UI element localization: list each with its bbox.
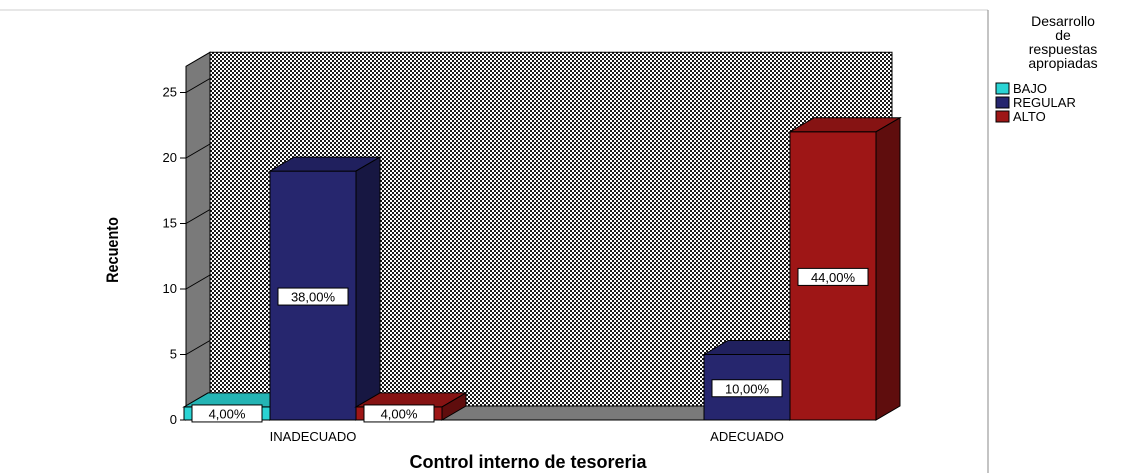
x-category-label: ADECUADO <box>710 429 784 444</box>
legend-title-line: Desarrollo <box>1031 13 1095 29</box>
y-tick-label: 10 <box>163 281 177 296</box>
side-wall <box>185 51 211 421</box>
data-label: 4,00% <box>209 406 246 421</box>
legend-label-alto: ALTO <box>1013 109 1046 124</box>
data-label-box <box>363 404 435 423</box>
legend-title-line: de <box>1055 27 1071 43</box>
y-tick-depth-line <box>185 274 211 290</box>
legend-swatch-alto <box>995 110 1010 123</box>
y-tick-depth-line <box>185 340 211 355</box>
data-label-box <box>191 404 263 423</box>
data-label: 10,00% <box>725 381 770 396</box>
y-tick-depth-line <box>185 209 211 224</box>
y-tick-label: 15 <box>163 216 177 231</box>
y-tick-depth-line <box>185 78 211 93</box>
y-axis-title: Recuento <box>104 217 122 283</box>
bar-side-face <box>441 392 467 421</box>
y-tick-label: 25 <box>163 85 177 100</box>
data-label: 38,00% <box>291 290 336 305</box>
data-label: 44,00% <box>811 270 856 285</box>
y-tick-depth-line <box>185 143 211 159</box>
legend-label-regular: REGULAR <box>1013 95 1076 110</box>
data-label-box <box>277 287 349 306</box>
bar-side-face <box>875 116 901 421</box>
legend-title-line: apropiadas <box>1028 55 1097 71</box>
data-label: 4,00% <box>381 406 418 421</box>
legend-label-bajo: BAJO <box>1013 81 1047 96</box>
y-tick-label: 0 <box>170 412 177 427</box>
x-category-label: INADECUADO <box>270 429 357 444</box>
legend-swatch-bajo <box>995 82 1010 95</box>
data-label-box <box>711 379 783 398</box>
legend-title-line: respuestas <box>1029 41 1097 57</box>
bar-side-face <box>355 156 381 421</box>
y-tick-label: 5 <box>170 347 177 362</box>
legend-swatch-regular <box>995 96 1010 109</box>
y-tick-label: 20 <box>163 150 177 165</box>
data-label-box <box>797 267 869 286</box>
x-axis-title: Control interno de tesoreria <box>409 452 647 472</box>
